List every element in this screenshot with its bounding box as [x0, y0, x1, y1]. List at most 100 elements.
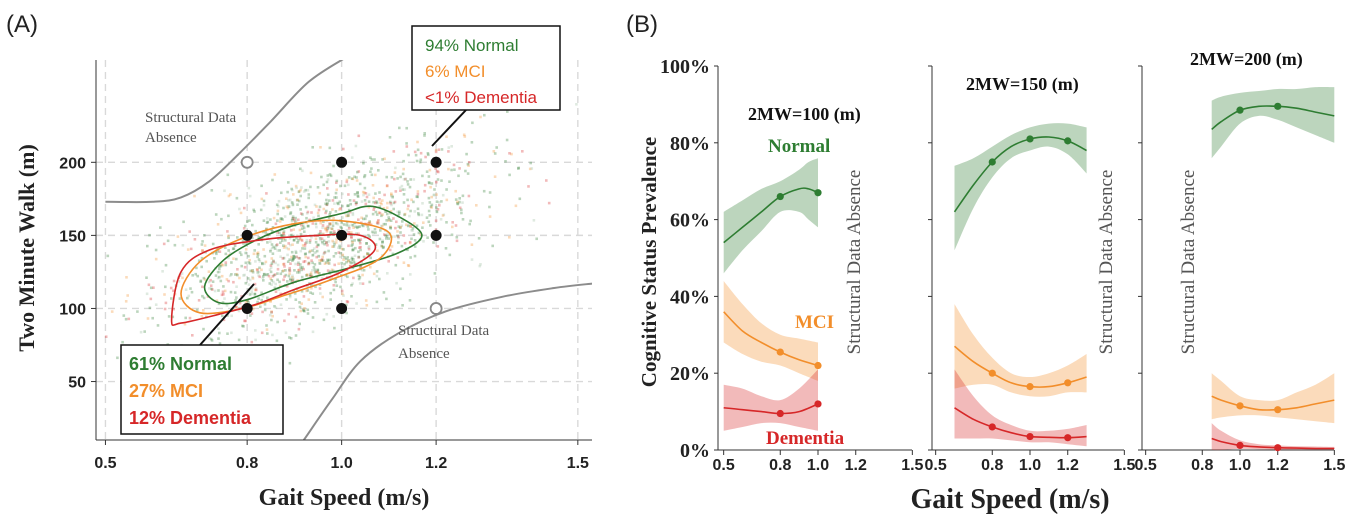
callout-top-mci: 6% MCI: [425, 62, 485, 81]
scatter-point: [211, 242, 215, 246]
scatter-point: [382, 222, 386, 226]
scatter-point: [270, 261, 274, 264]
scatter-point: [311, 269, 314, 272]
scatter-point: [299, 266, 302, 269]
scatter-point: [291, 188, 294, 192]
scatter-point: [456, 202, 459, 205]
scatter-point: [402, 261, 406, 264]
scatter-point: [169, 286, 173, 290]
scatter-point: [235, 285, 238, 288]
scatter-point: [287, 274, 291, 278]
scatter-point: [330, 227, 334, 230]
scatter-point: [399, 189, 402, 192]
scatter-point: [356, 225, 360, 229]
scatter-point: [235, 306, 238, 309]
marker-normal: [988, 158, 996, 166]
scatter-point: [208, 287, 211, 290]
scatter-point: [357, 218, 360, 221]
scatter-point: [348, 199, 352, 202]
scatter-point: [427, 220, 431, 224]
scatter-point: [343, 184, 347, 188]
scatter-point: [340, 289, 344, 293]
scatter-point: [347, 227, 351, 230]
scatter-point: [343, 256, 346, 259]
scatter-point: [189, 247, 193, 251]
x-tick-label-0.8: 0.8: [236, 455, 258, 472]
scatter-point: [313, 268, 317, 272]
scatter-point: [437, 170, 440, 174]
scatter-point: [255, 252, 259, 255]
scatter-point: [210, 339, 214, 342]
band-dementia: [723, 369, 818, 431]
scatter-point: [265, 273, 268, 277]
panel-a-boundaries: [105, 60, 592, 440]
scatter-point: [332, 164, 335, 168]
scatter-point: [164, 301, 168, 305]
region-lower-line2: Absence: [398, 346, 450, 362]
scatter-point: [214, 213, 218, 216]
scatter-point: [400, 224, 403, 228]
scatter-point: [350, 283, 353, 287]
scatter-point: [368, 280, 371, 284]
scatter-point: [310, 273, 313, 277]
marker-normal: [1026, 135, 1034, 143]
scatter-point: [328, 213, 331, 216]
scatter-point: [278, 284, 282, 288]
scatter-point: [286, 253, 289, 257]
scatter-point: [411, 229, 414, 232]
scatter-point: [388, 248, 392, 252]
scatter-point: [345, 260, 348, 264]
scatter-point: [225, 278, 229, 281]
scatter-point: [374, 192, 377, 195]
scatter-point: [341, 253, 344, 257]
scatter-point: [276, 249, 279, 252]
scatter-point: [305, 216, 308, 220]
scatter-point: [235, 272, 239, 276]
scatter-point: [393, 171, 397, 174]
scatter-point: [263, 308, 267, 312]
scatter-point: [287, 181, 290, 184]
scatter-point: [295, 186, 298, 190]
scatter-point: [314, 285, 317, 289]
scatter-point: [332, 245, 336, 248]
subplot-x-tick-label-0.5: 0.5: [925, 457, 947, 474]
scatter-point: [381, 239, 384, 242]
scatter-point: [259, 208, 263, 212]
scatter-point: [296, 198, 299, 202]
scatter-point: [393, 200, 397, 204]
scatter-point: [291, 217, 295, 220]
scatter-point: [309, 249, 312, 253]
scatter-point: [508, 152, 511, 155]
scatter-point: [184, 316, 187, 320]
scatter-point: [301, 265, 304, 269]
scatter-point: [282, 237, 286, 240]
scatter-point: [318, 259, 321, 262]
scatter-point: [261, 310, 264, 314]
scatter-point: [372, 231, 375, 235]
scatter-point: [248, 262, 252, 265]
marker-normal: [1236, 106, 1244, 114]
scatter-point: [386, 232, 389, 236]
scatter-point: [262, 248, 265, 251]
scatter-point: [377, 211, 381, 214]
scatter-point: [340, 261, 343, 265]
scatter-point: [298, 257, 302, 260]
scatter-point: [257, 243, 260, 246]
scatter-point: [363, 199, 367, 202]
scatter-point: [329, 174, 333, 178]
scatter-point: [367, 247, 371, 251]
scatter-point: [270, 311, 273, 314]
scatter-point: [284, 331, 288, 335]
scatter-point: [458, 197, 461, 200]
scatter-point: [371, 230, 374, 234]
scatter-point: [364, 202, 368, 206]
scatter-point: [235, 196, 239, 200]
marker-mci: [1236, 402, 1244, 410]
scatter-point: [293, 269, 296, 272]
scatter-point: [210, 189, 214, 192]
scatter-point: [301, 308, 305, 312]
scatter-point: [195, 266, 198, 270]
scatter-point: [457, 174, 460, 178]
scatter-point: [303, 307, 306, 310]
scatter-point: [104, 335, 108, 338]
